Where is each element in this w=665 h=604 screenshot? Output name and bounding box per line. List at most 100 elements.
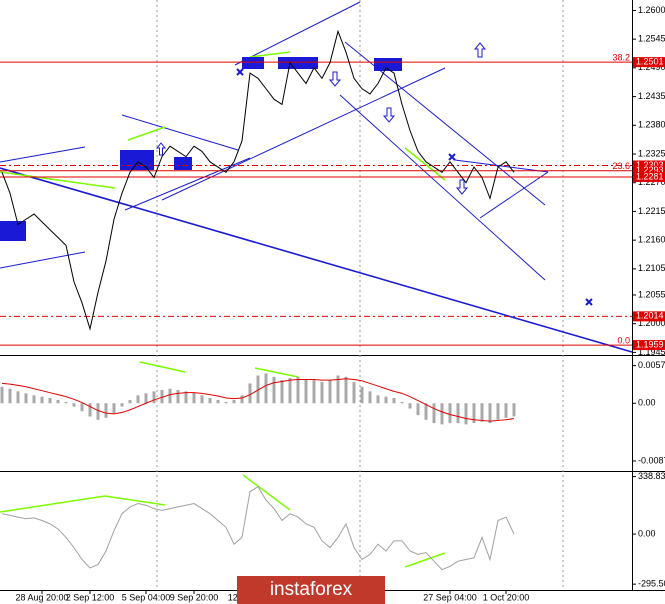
signal-box (278, 57, 318, 69)
y-tick-label: 1.2160 (638, 235, 665, 245)
histogram-bar (224, 401, 228, 404)
histogram-bar (424, 403, 428, 420)
histogram-bar (32, 395, 36, 404)
x-tick-label: 28 Aug 20:00 (15, 592, 68, 602)
level-tag-box (633, 160, 665, 171)
divergence (242, 474, 291, 511)
signal-box (0, 221, 26, 241)
histogram-bar (160, 390, 164, 404)
y-tick-label: 0.0057 (638, 360, 665, 370)
x-tick-label: 5 Sep 04:00 (122, 592, 171, 602)
y-tick-label: 1.2105 (638, 263, 665, 273)
histogram-bar (512, 403, 516, 417)
divergence (0, 171, 116, 189)
fib-label: 38.2 (612, 53, 630, 63)
histogram-bar (480, 403, 484, 422)
divergence (139, 361, 186, 373)
histogram-bar (264, 373, 268, 404)
signal-box (242, 57, 264, 69)
histogram-bar (64, 401, 68, 404)
divergence (404, 552, 446, 568)
histogram-bar (336, 375, 340, 404)
histogram-bar (368, 391, 372, 404)
histogram-bar (136, 395, 140, 404)
triangle-line (454, 159, 549, 173)
signal-box (374, 58, 402, 71)
histogram-bar (440, 403, 444, 425)
divergence (127, 126, 166, 141)
histogram-bar (432, 403, 436, 424)
y-tick-label: 1.2000 (638, 318, 665, 328)
trend-line (0, 146, 86, 163)
cross (585, 298, 593, 306)
histogram-bar (240, 395, 244, 404)
y-tick-label: 1.2325 (638, 148, 665, 158)
cross-markers (236, 68, 593, 306)
histogram-bar (104, 403, 108, 418)
y-tick-label: 1.2270 (638, 177, 665, 187)
y-tick-label: 1.1945 (638, 347, 665, 357)
histogram-bar (280, 380, 284, 404)
down-arrow (382, 107, 396, 123)
histogram-bar (296, 376, 300, 404)
x-tick-label: 1 Oct 20:00 (483, 592, 530, 602)
channel-line (121, 114, 239, 151)
histogram-bar (40, 396, 44, 404)
divergence (404, 147, 446, 181)
y-tick-label: 1.2490 (638, 62, 665, 72)
level-label: 1.1959 (636, 339, 664, 349)
histogram-bar (288, 378, 292, 404)
up-arrow (155, 142, 167, 156)
histogram-bar (416, 403, 420, 416)
histogram-bar (320, 382, 324, 404)
signal-box (174, 157, 192, 170)
histogram-bar (144, 393, 148, 404)
down-arrow (328, 71, 342, 87)
fib-label: 23.6 (612, 161, 630, 171)
divergence (104, 495, 166, 506)
histogram-bar (168, 388, 172, 404)
histogram-bar (56, 399, 60, 404)
level-tag-box (633, 340, 665, 351)
trend-line (0, 167, 633, 353)
triangle-line (479, 171, 549, 219)
level-label: 1.2014 (636, 311, 664, 321)
channel-line (124, 157, 251, 211)
histogram-bar (80, 403, 84, 412)
trend-line (0, 251, 86, 269)
level-label: 1.2293 (636, 165, 664, 175)
watermark: instaforex (237, 576, 385, 604)
histogram-bar (0, 386, 4, 404)
divergence (254, 367, 299, 378)
y-tick-label: 1.2215 (638, 206, 665, 216)
series-line (1, 485, 515, 571)
histogram-bar (400, 401, 404, 404)
watermark-box (237, 576, 385, 604)
channel-line (339, 94, 546, 281)
histogram-bar (232, 399, 236, 404)
cross (448, 153, 456, 161)
x-tick-label: 2 Sep 12:00 (66, 592, 115, 602)
y-tick-label: 1.2380 (638, 120, 665, 130)
histogram-bar (344, 376, 348, 404)
y-tick-label: -295.500 (638, 579, 665, 589)
y-tick-label: 338.8377 (638, 471, 665, 481)
level-label: 1.2303 (636, 160, 664, 170)
histogram-bar (504, 403, 508, 418)
divergence (249, 51, 291, 58)
x-tick-label: 9 Sep 20:00 (170, 592, 219, 602)
fib-label: 0.0 (617, 335, 630, 345)
histogram-bar (8, 388, 12, 404)
histogram-bar (16, 391, 20, 404)
histogram-bar (152, 391, 156, 404)
histogram-bar (112, 403, 116, 414)
histogram-bar (120, 403, 124, 407)
histogram-bar (376, 395, 380, 404)
histogram-bar (24, 393, 28, 404)
divergence-lines (0, 51, 446, 568)
histogram-bar (448, 403, 452, 424)
histogram-bar (184, 391, 188, 404)
